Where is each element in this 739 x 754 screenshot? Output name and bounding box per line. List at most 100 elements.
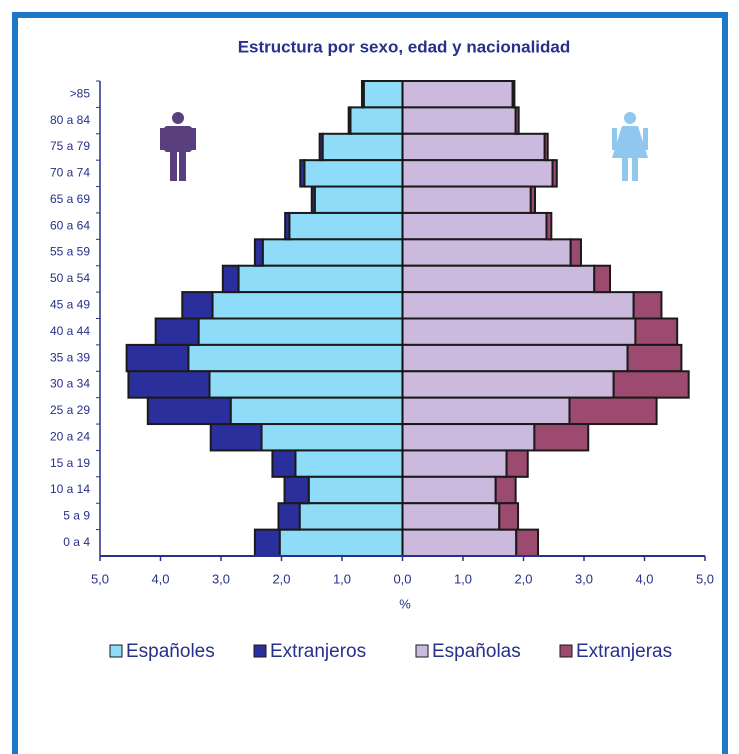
x-axis-label: % bbox=[399, 596, 411, 611]
bar bbox=[569, 238, 582, 267]
bar bbox=[299, 159, 306, 188]
y-tick-label: 10 a 14 bbox=[50, 482, 90, 496]
bar bbox=[401, 185, 532, 214]
x-tick-label: 4,0 bbox=[635, 571, 653, 586]
bar bbox=[127, 370, 211, 399]
bar bbox=[505, 449, 529, 478]
bar bbox=[401, 475, 497, 505]
bar bbox=[401, 291, 635, 320]
bar bbox=[401, 80, 514, 109]
bar bbox=[310, 185, 316, 214]
bar bbox=[208, 370, 404, 399]
y-tick-label: >85 bbox=[70, 86, 91, 100]
bar bbox=[568, 396, 658, 426]
bar bbox=[533, 423, 590, 452]
bar bbox=[362, 80, 404, 109]
bar bbox=[221, 264, 240, 294]
chart-title: Estructura por sexo, edad y nacionalidad bbox=[238, 37, 571, 56]
bar bbox=[313, 185, 404, 214]
legend-swatch bbox=[415, 644, 429, 658]
legend-label: Extranjeros bbox=[270, 641, 366, 662]
bar bbox=[303, 159, 404, 188]
bar bbox=[626, 343, 683, 373]
bar bbox=[551, 159, 558, 188]
bar bbox=[401, 264, 596, 294]
bar bbox=[529, 185, 536, 214]
y-tick-label: 50 a 54 bbox=[50, 271, 90, 285]
bar bbox=[154, 317, 200, 346]
bar bbox=[401, 370, 615, 399]
bar bbox=[498, 502, 520, 531]
y-tick-label: 30 a 34 bbox=[50, 377, 90, 391]
bar bbox=[401, 159, 554, 188]
bar bbox=[307, 475, 404, 505]
bar bbox=[288, 211, 404, 241]
bar bbox=[634, 317, 679, 346]
bar bbox=[278, 528, 404, 557]
bar bbox=[321, 132, 404, 162]
bar bbox=[401, 132, 546, 162]
x-tick-label: 1,0 bbox=[333, 571, 351, 586]
bar bbox=[146, 396, 232, 426]
y-tick-label: 40 a 44 bbox=[50, 324, 90, 338]
bar bbox=[261, 238, 404, 267]
legend-label: Extranjeras bbox=[576, 641, 672, 662]
bar bbox=[187, 343, 404, 373]
x-tick-label: 3,0 bbox=[212, 571, 230, 586]
bar bbox=[401, 211, 548, 241]
bar bbox=[401, 343, 629, 373]
y-tick-label: 25 a 29 bbox=[50, 403, 90, 417]
bar bbox=[318, 132, 324, 162]
y-tick-label: 45 a 49 bbox=[50, 297, 90, 311]
male-icon bbox=[160, 112, 196, 181]
y-tick-label: 20 a 24 bbox=[50, 429, 90, 443]
y-tick-label: 15 a 19 bbox=[50, 456, 90, 470]
bar bbox=[543, 132, 549, 162]
bar bbox=[511, 80, 516, 109]
bar bbox=[612, 370, 690, 399]
bar bbox=[632, 291, 663, 320]
frame-right bbox=[722, 12, 728, 754]
bar bbox=[209, 423, 263, 452]
bar bbox=[401, 317, 637, 346]
bar bbox=[197, 317, 404, 346]
y-tick-label: 80 a 84 bbox=[50, 113, 90, 127]
x-tick-label: 4,0 bbox=[151, 571, 169, 586]
bar bbox=[253, 528, 281, 557]
bar bbox=[125, 343, 190, 373]
bar bbox=[401, 528, 518, 557]
bar bbox=[360, 80, 365, 109]
y-tick-label: 0 a 4 bbox=[63, 535, 90, 549]
y-tick-label: 75 a 79 bbox=[50, 139, 90, 153]
female-icon bbox=[612, 112, 648, 181]
bar bbox=[401, 396, 571, 426]
bar bbox=[545, 211, 553, 241]
bar bbox=[401, 238, 572, 267]
y-tick-label: 70 a 74 bbox=[50, 166, 90, 180]
bar bbox=[229, 396, 404, 426]
x-tick-label: 5,0 bbox=[696, 571, 714, 586]
bar bbox=[401, 423, 536, 452]
x-tick-label: 1,0 bbox=[454, 571, 472, 586]
frame-left bbox=[12, 12, 18, 754]
bar bbox=[593, 264, 612, 294]
bar bbox=[283, 475, 310, 505]
bar bbox=[349, 106, 404, 135]
bar bbox=[514, 106, 520, 135]
bar bbox=[211, 291, 404, 320]
bar bbox=[253, 238, 264, 267]
bar bbox=[237, 264, 404, 294]
y-tick-label: 55 a 59 bbox=[50, 245, 90, 259]
bar bbox=[277, 502, 301, 531]
bar bbox=[260, 423, 404, 452]
legend-label: Españoles bbox=[126, 641, 215, 662]
x-tick-label: 3,0 bbox=[575, 571, 593, 586]
bar bbox=[494, 475, 517, 505]
bar bbox=[284, 211, 291, 241]
bar bbox=[294, 449, 404, 478]
bar bbox=[401, 106, 517, 135]
bar bbox=[181, 291, 214, 320]
x-tick-label: 0,0 bbox=[393, 571, 411, 586]
bar bbox=[347, 106, 352, 135]
